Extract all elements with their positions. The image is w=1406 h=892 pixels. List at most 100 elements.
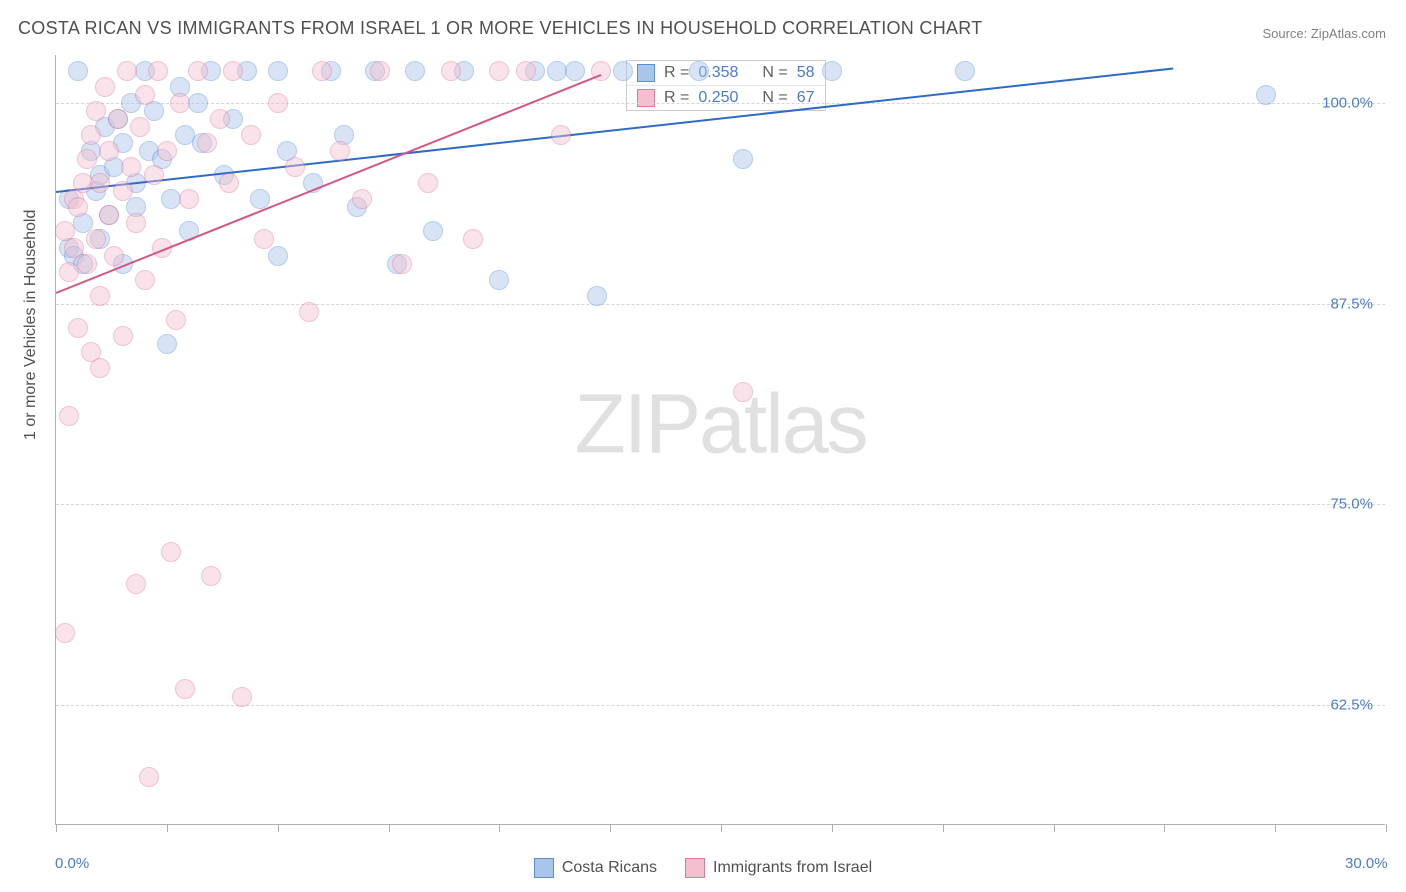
- scatter-point: [139, 767, 159, 787]
- scatter-point: [268, 93, 288, 113]
- scatter-point: [223, 61, 243, 81]
- scatter-point: [161, 542, 181, 562]
- scatter-point: [59, 406, 79, 426]
- scatter-point: [104, 246, 124, 266]
- scatter-point: [587, 286, 607, 306]
- xtick: [1386, 824, 1387, 832]
- scatter-point: [77, 254, 97, 274]
- scatter-point: [113, 181, 133, 201]
- scatter-point: [126, 213, 146, 233]
- stats-swatch-series1: [637, 64, 655, 82]
- scatter-point: [179, 189, 199, 209]
- scatter-point: [613, 61, 633, 81]
- stats-row-series2: R = 0.250 N = 67: [627, 86, 825, 110]
- scatter-point: [95, 77, 115, 97]
- scatter-point: [423, 221, 443, 241]
- scatter-point: [121, 157, 141, 177]
- gridline-h: [56, 103, 1385, 104]
- legend-item-series1: Costa Ricans: [534, 858, 657, 878]
- xtick: [610, 824, 611, 832]
- scatter-point: [108, 109, 128, 129]
- gridline-h: [56, 304, 1385, 305]
- gridline-h: [56, 504, 1385, 505]
- scatter-point: [166, 310, 186, 330]
- scatter-point: [201, 566, 221, 586]
- legend-item-series2: Immigrants from Israel: [685, 858, 872, 878]
- watermark-light: atlas: [699, 377, 866, 471]
- scatter-point: [188, 93, 208, 113]
- n-label: N =: [762, 64, 787, 82]
- scatter-point: [299, 302, 319, 322]
- scatter-point: [86, 101, 106, 121]
- scatter-point: [489, 61, 509, 81]
- r-label: R =: [664, 64, 689, 82]
- y-axis-label: 1 or more Vehicles in Household: [22, 210, 40, 440]
- scatter-point: [733, 382, 753, 402]
- scatter-point: [516, 61, 536, 81]
- xtick-label: 0.0%: [55, 855, 89, 872]
- xtick: [167, 824, 168, 832]
- ytick-label: 100.0%: [1322, 95, 1373, 112]
- scatter-point: [197, 133, 217, 153]
- scatter-point: [157, 334, 177, 354]
- scatter-point: [822, 61, 842, 81]
- scatter-point: [370, 61, 390, 81]
- xtick: [943, 824, 944, 832]
- scatter-point: [232, 687, 252, 707]
- xtick: [721, 824, 722, 832]
- scatter-point: [68, 197, 88, 217]
- scatter-point: [254, 229, 274, 249]
- scatter-point: [733, 149, 753, 169]
- scatter-point: [551, 125, 571, 145]
- watermark-bold: ZIP: [574, 377, 699, 471]
- ytick-label: 87.5%: [1330, 295, 1373, 312]
- scatter-point: [565, 61, 585, 81]
- scatter-point: [210, 109, 230, 129]
- xtick: [278, 824, 279, 832]
- scatter-point: [68, 61, 88, 81]
- scatter-point: [113, 326, 133, 346]
- scatter-point: [312, 61, 332, 81]
- scatter-point: [188, 61, 208, 81]
- scatter-point: [170, 93, 190, 113]
- scatter-point: [268, 246, 288, 266]
- scatter-point: [99, 205, 119, 225]
- plot-area: ZIPatlas R = 0.358 N = 58 R = 0.250 N = …: [55, 55, 1385, 825]
- scatter-point: [441, 61, 461, 81]
- scatter-point: [157, 141, 177, 161]
- xtick: [1275, 824, 1276, 832]
- scatter-point: [90, 173, 110, 193]
- scatter-point: [126, 574, 146, 594]
- scatter-point: [81, 125, 101, 145]
- ytick-label: 62.5%: [1330, 696, 1373, 713]
- source-attribution: Source: ZipAtlas.com: [1262, 26, 1386, 41]
- xtick: [1164, 824, 1165, 832]
- n-value-series1: 58: [797, 64, 815, 82]
- legend-bottom: Costa Ricans Immigrants from Israel: [0, 858, 1406, 878]
- scatter-point: [144, 165, 164, 185]
- scatter-point: [392, 254, 412, 274]
- gridline-h: [56, 705, 1385, 706]
- scatter-point: [175, 679, 195, 699]
- scatter-point: [77, 149, 97, 169]
- r-label: R =: [664, 89, 689, 107]
- chart-title: COSTA RICAN VS IMMIGRANTS FROM ISRAEL 1 …: [18, 18, 983, 39]
- scatter-point: [489, 270, 509, 290]
- scatter-point: [219, 173, 239, 193]
- n-label: N =: [762, 89, 787, 107]
- legend-swatch-series1: [534, 858, 554, 878]
- scatter-point: [99, 141, 119, 161]
- scatter-point: [955, 61, 975, 81]
- watermark: ZIPatlas: [574, 376, 866, 473]
- legend-swatch-series2: [685, 858, 705, 878]
- scatter-point: [405, 61, 425, 81]
- scatter-point: [117, 61, 137, 81]
- xtick: [56, 824, 57, 832]
- source-name: ZipAtlas.com: [1311, 26, 1386, 41]
- scatter-point: [1256, 85, 1276, 105]
- xtick-label: 30.0%: [1345, 855, 1388, 872]
- scatter-point: [285, 157, 305, 177]
- scatter-point: [241, 125, 261, 145]
- scatter-point: [268, 61, 288, 81]
- scatter-point: [418, 173, 438, 193]
